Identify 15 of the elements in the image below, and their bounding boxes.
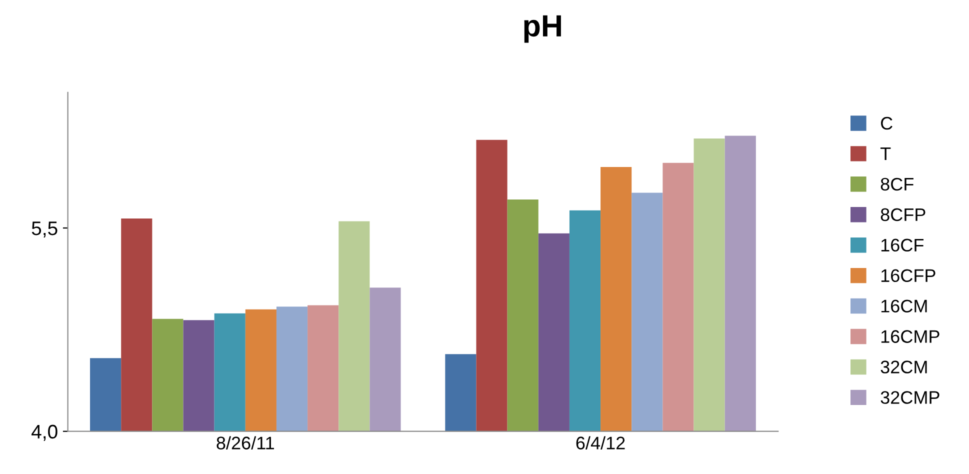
legend-label: 32CM <box>880 360 927 374</box>
y-tick-label: 5,5 <box>32 222 58 238</box>
legend-label: 8CF <box>880 178 914 191</box>
legend-label: T <box>880 148 891 160</box>
legend-label: C <box>880 116 892 130</box>
x-tick-label: 8/26/11 <box>216 436 274 450</box>
chart-title: pH <box>524 15 561 43</box>
legend-label: 16CFP <box>881 269 936 282</box>
y-tick-label: 4,0 <box>32 424 58 441</box>
legend-label: 16CMP <box>881 330 940 343</box>
legend-label: 16CF <box>881 238 924 252</box>
x-tick-label: 6/4/12 <box>576 436 625 450</box>
legend-label: 8CFP <box>880 208 926 222</box>
legend-label: 16CM <box>881 300 927 312</box>
legend-label: 32CMP <box>880 391 940 404</box>
